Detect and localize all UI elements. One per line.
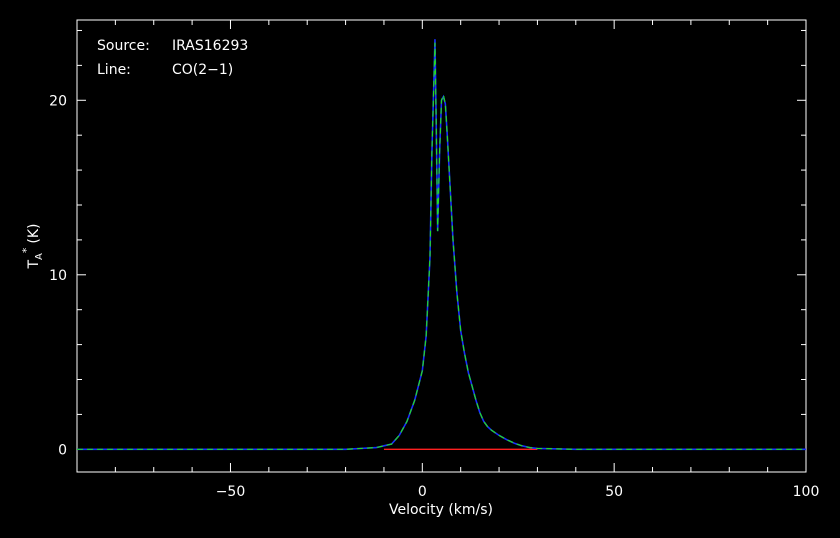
tick-marks xyxy=(76,20,807,472)
y-tick-label: 10 xyxy=(49,268,67,284)
x-tick-label: −50 xyxy=(216,484,246,500)
line-value: CO(2−1) xyxy=(172,62,233,78)
y-tick-label: 20 xyxy=(49,93,67,109)
source-label: Source: xyxy=(97,38,150,54)
y-axis-label-main: T xyxy=(26,260,42,270)
y-axis-label-sup: * xyxy=(20,247,33,253)
y-axis-label-unit: (K) xyxy=(26,223,42,243)
x-tick-label: 0 xyxy=(418,484,427,500)
y-tick-label: 0 xyxy=(58,442,67,458)
fit-spectrum-line xyxy=(77,42,806,450)
x-tick-label: 50 xyxy=(605,484,623,500)
source-value: IRAS16293 xyxy=(172,38,248,54)
line-label: Line: xyxy=(97,62,131,78)
y-axis-label: TA* (K) xyxy=(20,223,45,269)
observed-spectrum-line xyxy=(77,39,806,451)
x-axis-label: Velocity (km/s) xyxy=(389,502,493,518)
y-axis-label-sub: A xyxy=(34,253,45,260)
x-tick-label: 100 xyxy=(793,484,820,500)
series-group xyxy=(77,39,806,451)
tick-labels: −50 0 50 100 0 10 20 xyxy=(49,93,819,500)
svg-text:TA*(K): TA* (K) xyxy=(20,223,45,269)
plot-frame xyxy=(76,19,807,473)
